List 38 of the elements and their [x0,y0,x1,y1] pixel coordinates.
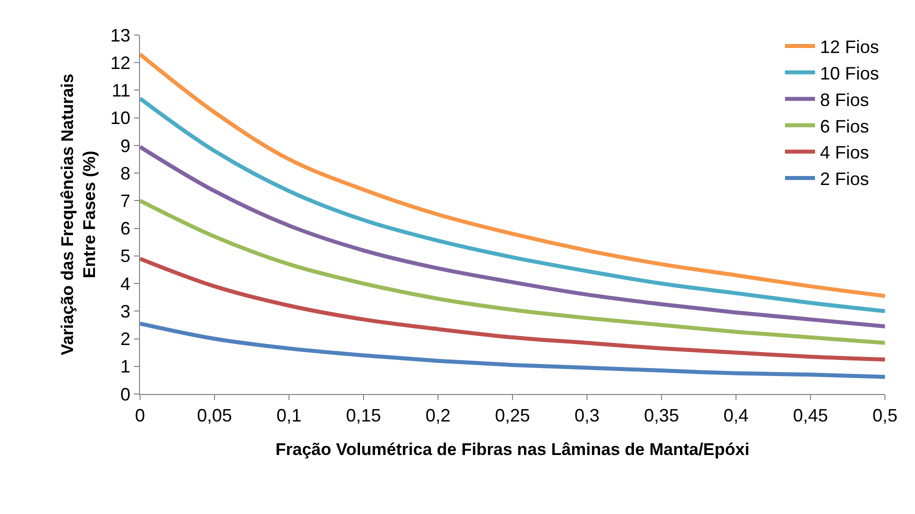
y-tick-label: 8 [120,163,130,184]
y-tick-label: 0 [120,384,130,404]
line-series [140,144,885,328]
legend-label: 12 Fios [820,37,880,58]
y-tick-label: 6 [120,218,130,239]
y-tick-label: 5 [120,246,130,266]
x-tick-label: 0,45 [792,406,828,426]
y-tick-label: 9 [120,136,130,156]
line-series [140,198,885,345]
legend-label: 2 Fios [820,169,870,190]
x-tick-label: 0,35 [644,406,680,426]
y-tick-label: 7 [120,190,130,211]
y-axis-title: Variação das Frequências Naturais Entre Fases (%) [58,74,99,356]
x-tick-label: 0 [134,406,146,426]
line-series [140,52,885,298]
x-tick-label: 0,15 [346,406,382,426]
x-tick-label: 0,2 [425,406,451,426]
x-tick-label: 0,1 [276,406,302,426]
y-tick-label: 4 [120,274,130,294]
legend-label: 10 Fios [820,63,880,84]
x-tick-label: 0,05 [196,406,232,426]
y-tick-label: 13 [110,25,130,46]
y-tick-label: 11 [112,80,130,101]
legend-label: 8 Fios [820,90,870,110]
line-series [140,322,885,379]
x-axis-title: Fração Volumétrica de Fibras nas Lâminas de Manta/Epóxi [276,440,750,459]
y-tick-label: 1 [120,356,130,377]
x-tick-label: 0,5 [872,406,898,426]
x-tick-label: 0,4 [723,406,749,426]
legend-label: 4 Fios [820,142,870,163]
y-tick-label: 3 [120,301,130,322]
legend-label: 6 Fios [820,116,870,136]
line-series [140,256,885,362]
x-tick-label: 0,3 [574,406,600,426]
x-tick-label: 0,25 [494,406,530,426]
y-tick-label: 12 [110,52,130,73]
y-tick-label: 10 [110,108,130,128]
y-tick-label: 2 [120,329,130,350]
